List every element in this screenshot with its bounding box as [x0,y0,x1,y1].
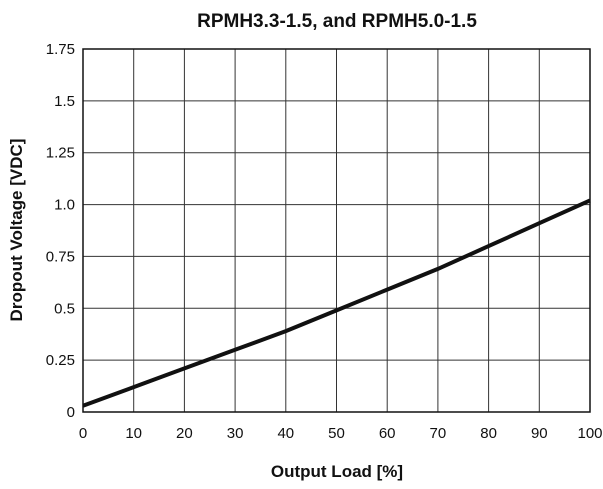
x-tick-label: 80 [480,425,497,442]
x-tick-label: 60 [379,425,396,442]
y-tick-label: 0.75 [46,248,75,265]
x-axis-label: Output Load [%] [271,462,403,481]
x-tick-label: 100 [577,425,602,442]
x-tick-label: 10 [125,425,142,442]
y-tick-label: 0.5 [54,300,75,317]
x-tick-label: 50 [328,425,345,442]
x-tick-label: 70 [430,425,447,442]
y-axis-label: Dropout Voltage [VDC] [7,139,26,322]
x-tick-label: 40 [277,425,294,442]
plot-frame [82,48,591,413]
x-tick-label: 20 [176,425,193,442]
y-axis-ticks: 0 0.25 0.5 0.75 1.0 1.25 1.5 1.75 [46,41,75,421]
grid [82,48,591,413]
x-tick-label: 0 [79,425,87,442]
x-tick-label: 90 [531,425,548,442]
y-tick-label: 1.5 [54,93,75,110]
y-tick-label: 1.25 [46,145,75,162]
x-tick-label: 30 [227,425,244,442]
series-line-0 [82,198,591,408]
y-tick-label: 1.0 [54,197,75,214]
chart-title: RPMH3.3-1.5, and RPMH5.0-1.5 [197,11,477,32]
x-axis-ticks: 0 10 20 30 40 50 60 70 80 90 100 [79,425,603,442]
y-tick-label: 0.25 [46,352,75,369]
y-tick-label: 1.75 [46,41,75,58]
y-tick-label: 0 [67,404,75,421]
